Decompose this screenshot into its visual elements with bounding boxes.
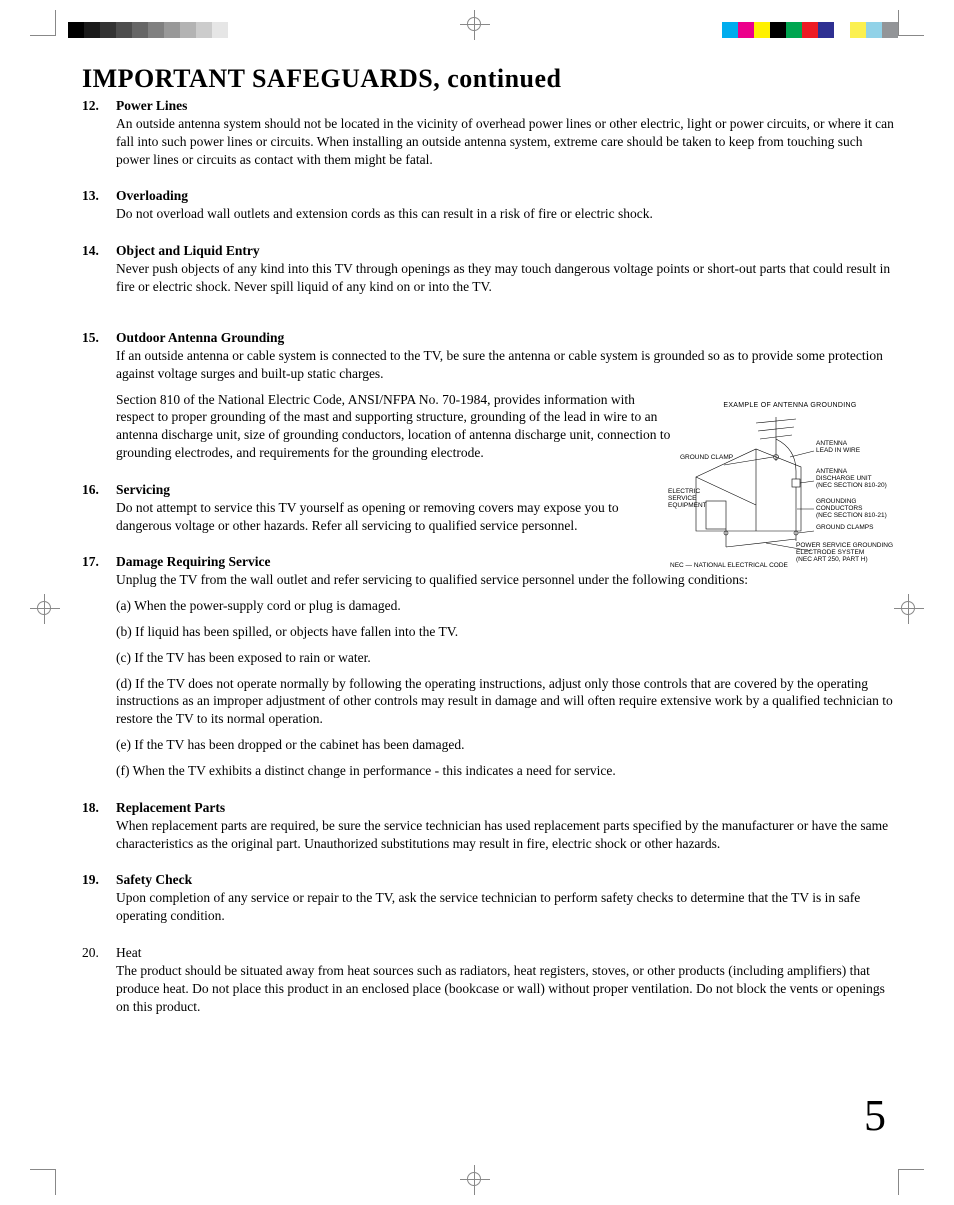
page-number: 5 [864, 1090, 886, 1141]
item-heading: Object and Liquid Entry [116, 243, 894, 259]
item-sub: (f) When the TV exhibits a distinct chan… [116, 762, 894, 780]
reg-corner-tr [898, 10, 924, 36]
item-paragraph: If an outside antenna or cable system is… [116, 347, 894, 383]
item-number: 20. [82, 945, 116, 1023]
reg-corner-tl [30, 10, 56, 36]
item-heading: Safety Check [116, 872, 894, 888]
diagram-title: EXAMPLE OF ANTENNA GROUNDING [686, 402, 894, 409]
item-paragraph: The product should be situated away from… [116, 962, 894, 1015]
reg-cross-bottom [460, 1165, 490, 1195]
item-sub: (b) If liquid has been spilled, or objec… [116, 623, 894, 641]
reg-cross-right [894, 594, 924, 624]
lbl-antenna-discharge: ANTENNA DISCHARGE UNIT (NEC SECTION 810-… [816, 468, 887, 489]
lbl-ground-clamp: GROUND CLAMP [680, 454, 733, 461]
item-paragraph: Never push objects of any kind into this… [116, 260, 894, 296]
safeguard-item: 13.OverloadingDo not overload wall outle… [82, 188, 894, 231]
lbl-ground-clamps: GROUND CLAMPS [816, 524, 873, 531]
item-number: 18. [82, 800, 116, 861]
reg-corner-bl [30, 1169, 56, 1195]
safeguard-item: 18.Replacement PartsWhen replacement par… [82, 800, 894, 861]
item-paragraph: Upon completion of any service or repair… [116, 889, 894, 925]
reg-cross-top [460, 10, 490, 40]
lbl-nec: NEC — NATIONAL ELECTRICAL CODE [670, 562, 788, 569]
lbl-grounding-conductors: GROUNDING CONDUCTORS (NEC SECTION 810-21… [816, 498, 887, 519]
item-number: 13. [82, 188, 116, 231]
item-heading: Heat [116, 945, 894, 961]
lbl-power-service: POWER SERVICE GROUNDING ELECTRODE SYSTEM… [796, 542, 893, 563]
item-number: 19. [82, 872, 116, 933]
page-title: IMPORTANT SAFEGUARDS, continued [82, 64, 894, 94]
item-heading: Overloading [116, 188, 894, 204]
item-number: 16. [82, 482, 116, 543]
safeguard-item: 12.Power LinesAn outside antenna system … [82, 98, 894, 176]
item-paragraph: When replacement parts are required, be … [116, 817, 894, 853]
item-sub: (d) If the TV does not operate normally … [116, 675, 894, 728]
safeguard-item: 14.Object and Liquid EntryNever push obj… [82, 243, 894, 304]
reg-corner-br [898, 1169, 924, 1195]
reg-cross-left [30, 594, 60, 624]
grayscale-swatches [68, 22, 276, 38]
item-number: 15. [82, 330, 116, 470]
lbl-electric-service: ELECTRIC SERVICE EQUIPMENT [668, 488, 707, 509]
page-content: IMPORTANT SAFEGUARDS, continued 12.Power… [82, 64, 894, 1141]
item-number: 17. [82, 554, 116, 787]
safeguard-item: 20.HeatThe product should be situated aw… [82, 945, 894, 1023]
item-paragraph: An outside antenna system should not be … [116, 115, 894, 168]
item-heading: Replacement Parts [116, 800, 894, 816]
antenna-grounding-diagram: EXAMPLE OF ANTENNA GROUNDING [686, 402, 894, 582]
safeguard-item: 17.Damage Requiring ServiceUnplug the TV… [82, 554, 894, 787]
item-sub: (c) If the TV has been exposed to rain o… [116, 649, 894, 667]
item-heading: Outdoor Antenna Grounding [116, 330, 894, 346]
item-sub: (e) If the TV has been dropped or the ca… [116, 736, 894, 754]
item-number: 12. [82, 98, 116, 176]
item-paragraph: Do not overload wall outlets and extensi… [116, 205, 894, 223]
item-heading: Power Lines [116, 98, 894, 114]
item-number: 14. [82, 243, 116, 304]
item-sub: (a) When the power-supply cord or plug i… [116, 597, 894, 615]
lbl-antenna-lead: ANTENNA LEAD IN WIRE [816, 440, 860, 454]
color-swatches [706, 22, 898, 38]
safeguard-item: 19.Safety CheckUpon completion of any se… [82, 872, 894, 933]
